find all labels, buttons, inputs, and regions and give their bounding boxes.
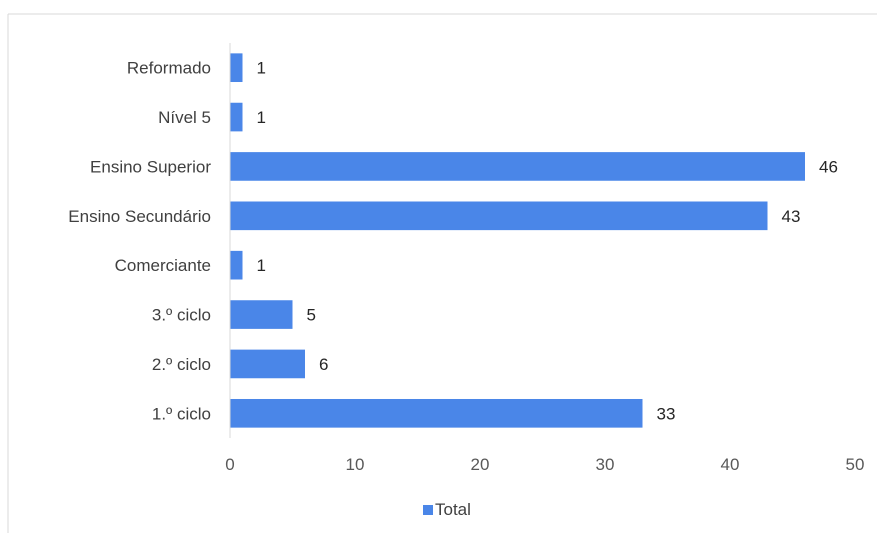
data-label: 43: [782, 207, 801, 226]
category-label: 3.º ciclo: [152, 306, 211, 325]
data-label: 1: [257, 108, 266, 127]
category-label: 2.º ciclo: [152, 355, 211, 374]
data-label: 46: [819, 157, 838, 176]
bar: [230, 300, 293, 329]
bar: [230, 152, 805, 181]
x-tick-label: 0: [225, 455, 234, 474]
data-label: 33: [657, 404, 676, 423]
category-label: 1.º ciclo: [152, 404, 211, 423]
data-label: 5: [307, 306, 316, 325]
category-labels: Reformado Nível 5 Ensino Superior Ensino Se…: [68, 59, 211, 424]
x-axis-ticks: 0 10 20 30 40 50: [225, 455, 864, 474]
bar: [230, 201, 768, 231]
x-tick-label: 20: [471, 455, 490, 474]
bar: [230, 398, 643, 428]
x-tick-label: 30: [596, 455, 615, 474]
data-label: 6: [319, 355, 328, 374]
bar: [230, 250, 243, 280]
legend-label: Total: [435, 500, 471, 519]
bar: [230, 102, 243, 132]
data-label: 1: [257, 256, 266, 275]
data-label: 1: [257, 59, 266, 78]
legend-swatch: [423, 505, 433, 515]
legend: Total: [423, 500, 471, 519]
category-label: Reformado: [127, 59, 211, 78]
bars-group: [230, 53, 805, 428]
bar: [230, 349, 305, 379]
x-tick-label: 40: [721, 455, 740, 474]
x-tick-label: 10: [346, 455, 365, 474]
category-label: Ensino Secundário: [68, 207, 211, 226]
category-label: Nível 5: [158, 108, 211, 127]
category-label: Ensino Superior: [90, 157, 211, 176]
bar: [230, 53, 243, 83]
value-labels: 1 1 46 43 1 5 6 33: [257, 59, 838, 424]
x-tick-label: 50: [846, 455, 865, 474]
category-label: Comerciante: [115, 256, 211, 275]
